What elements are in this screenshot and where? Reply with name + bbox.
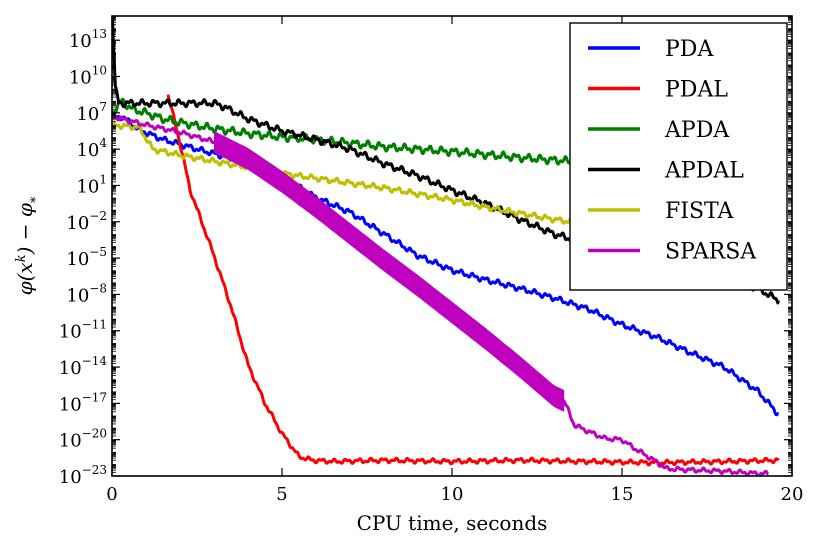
y-tick-label: 104: [76, 136, 107, 161]
legend-item-apdal: APDAL: [588, 159, 744, 184]
y-tick-label: 10−2: [66, 209, 107, 234]
y-tick-label: 107: [76, 100, 107, 125]
legend-label: PDAL: [665, 78, 728, 103]
y-tick-base: 10: [76, 176, 99, 197]
y-tick-label: 10−20: [59, 427, 107, 452]
legend-label: APDA: [664, 118, 730, 143]
y-tick-base: 10: [69, 68, 92, 89]
x-tick-label: 15: [611, 484, 634, 505]
legend: PDA PDAL APDA APDAL FISTA SPARSA: [569, 22, 788, 291]
y-tick-label: 10−11: [59, 318, 107, 343]
legend-box: [569, 22, 788, 291]
y-tick-base: 10: [76, 104, 99, 125]
y-tick-base: 10: [59, 431, 82, 452]
y-tick-label: 10−8: [66, 281, 107, 306]
y-tick-base: 10: [66, 249, 89, 270]
y-tick-exponent: −11: [82, 318, 107, 332]
series-line-pdal: [166, 94, 780, 467]
y-tick-exponent: 1: [99, 172, 107, 186]
y-tick-exponent: 13: [92, 27, 107, 41]
legend-item-pda: PDA: [588, 37, 714, 62]
y-tick-label: 10−23: [59, 463, 107, 488]
x-tick-label: 20: [781, 484, 804, 505]
y-tick-exponent: −2: [89, 209, 107, 223]
series-band-sparsa: [214, 131, 565, 412]
ticks-layer: 0 5 10 15 201013101010710410110−210−510−810−…: [59, 16, 804, 505]
y-tick-base: 10: [66, 213, 89, 234]
legend-label: APDAL: [664, 159, 744, 184]
y-tick-label: 10−17: [59, 390, 107, 415]
legend-label: FISTA: [665, 199, 734, 224]
y-axis-label: φ(xk) − φ*: [13, 196, 44, 295]
y-tick-base: 10: [76, 140, 99, 161]
y-tick-base: 10: [66, 285, 89, 306]
y-axis-label-sup: k: [14, 254, 29, 262]
y-tick-exponent: −5: [89, 245, 107, 259]
y-tick-base: 10: [59, 322, 82, 343]
y-axis-label-mid: ) − φ: [13, 203, 37, 255]
x-tick-label: 10: [441, 484, 464, 505]
y-tick-exponent: −14: [82, 354, 108, 368]
y-tick-base: 10: [69, 31, 92, 52]
y-axis-label-sub: *: [29, 196, 44, 203]
legend-label: SPARSA: [665, 240, 757, 265]
y-tick-base: 10: [59, 467, 82, 488]
legend-label: PDA: [665, 37, 714, 62]
legend-item-fista: FISTA: [588, 199, 734, 224]
y-tick-label: 10−14: [59, 354, 108, 379]
y-tick-exponent: 7: [99, 100, 107, 114]
y-tick-label: 101: [76, 172, 107, 197]
x-tick-label: 0: [106, 484, 117, 505]
x-axis-label: CPU time, seconds: [357, 511, 548, 535]
series-layer: [112, 16, 780, 476]
y-axis-label-main: φ(x: [13, 262, 37, 295]
y-tick-label: 1013: [69, 27, 107, 52]
y-tick-exponent: −20: [82, 427, 107, 441]
y-tick-exponent: 10: [92, 64, 107, 78]
y-tick-exponent: −8: [89, 281, 107, 295]
y-tick-exponent: −23: [82, 463, 107, 477]
legend-item-apda: APDA: [588, 118, 730, 143]
x-tick-label: 5: [276, 484, 287, 505]
y-tick-label: 1010: [69, 64, 107, 89]
legend-item-pdal: PDAL: [588, 78, 728, 103]
y-tick-exponent: 4: [99, 136, 107, 150]
y-tick-exponent: −17: [82, 390, 107, 404]
y-tick-base: 10: [59, 394, 82, 415]
y-tick-label: 10−5: [66, 245, 107, 270]
legend-item-sparsa: SPARSA: [588, 240, 757, 265]
y-tick-base: 10: [59, 358, 82, 379]
